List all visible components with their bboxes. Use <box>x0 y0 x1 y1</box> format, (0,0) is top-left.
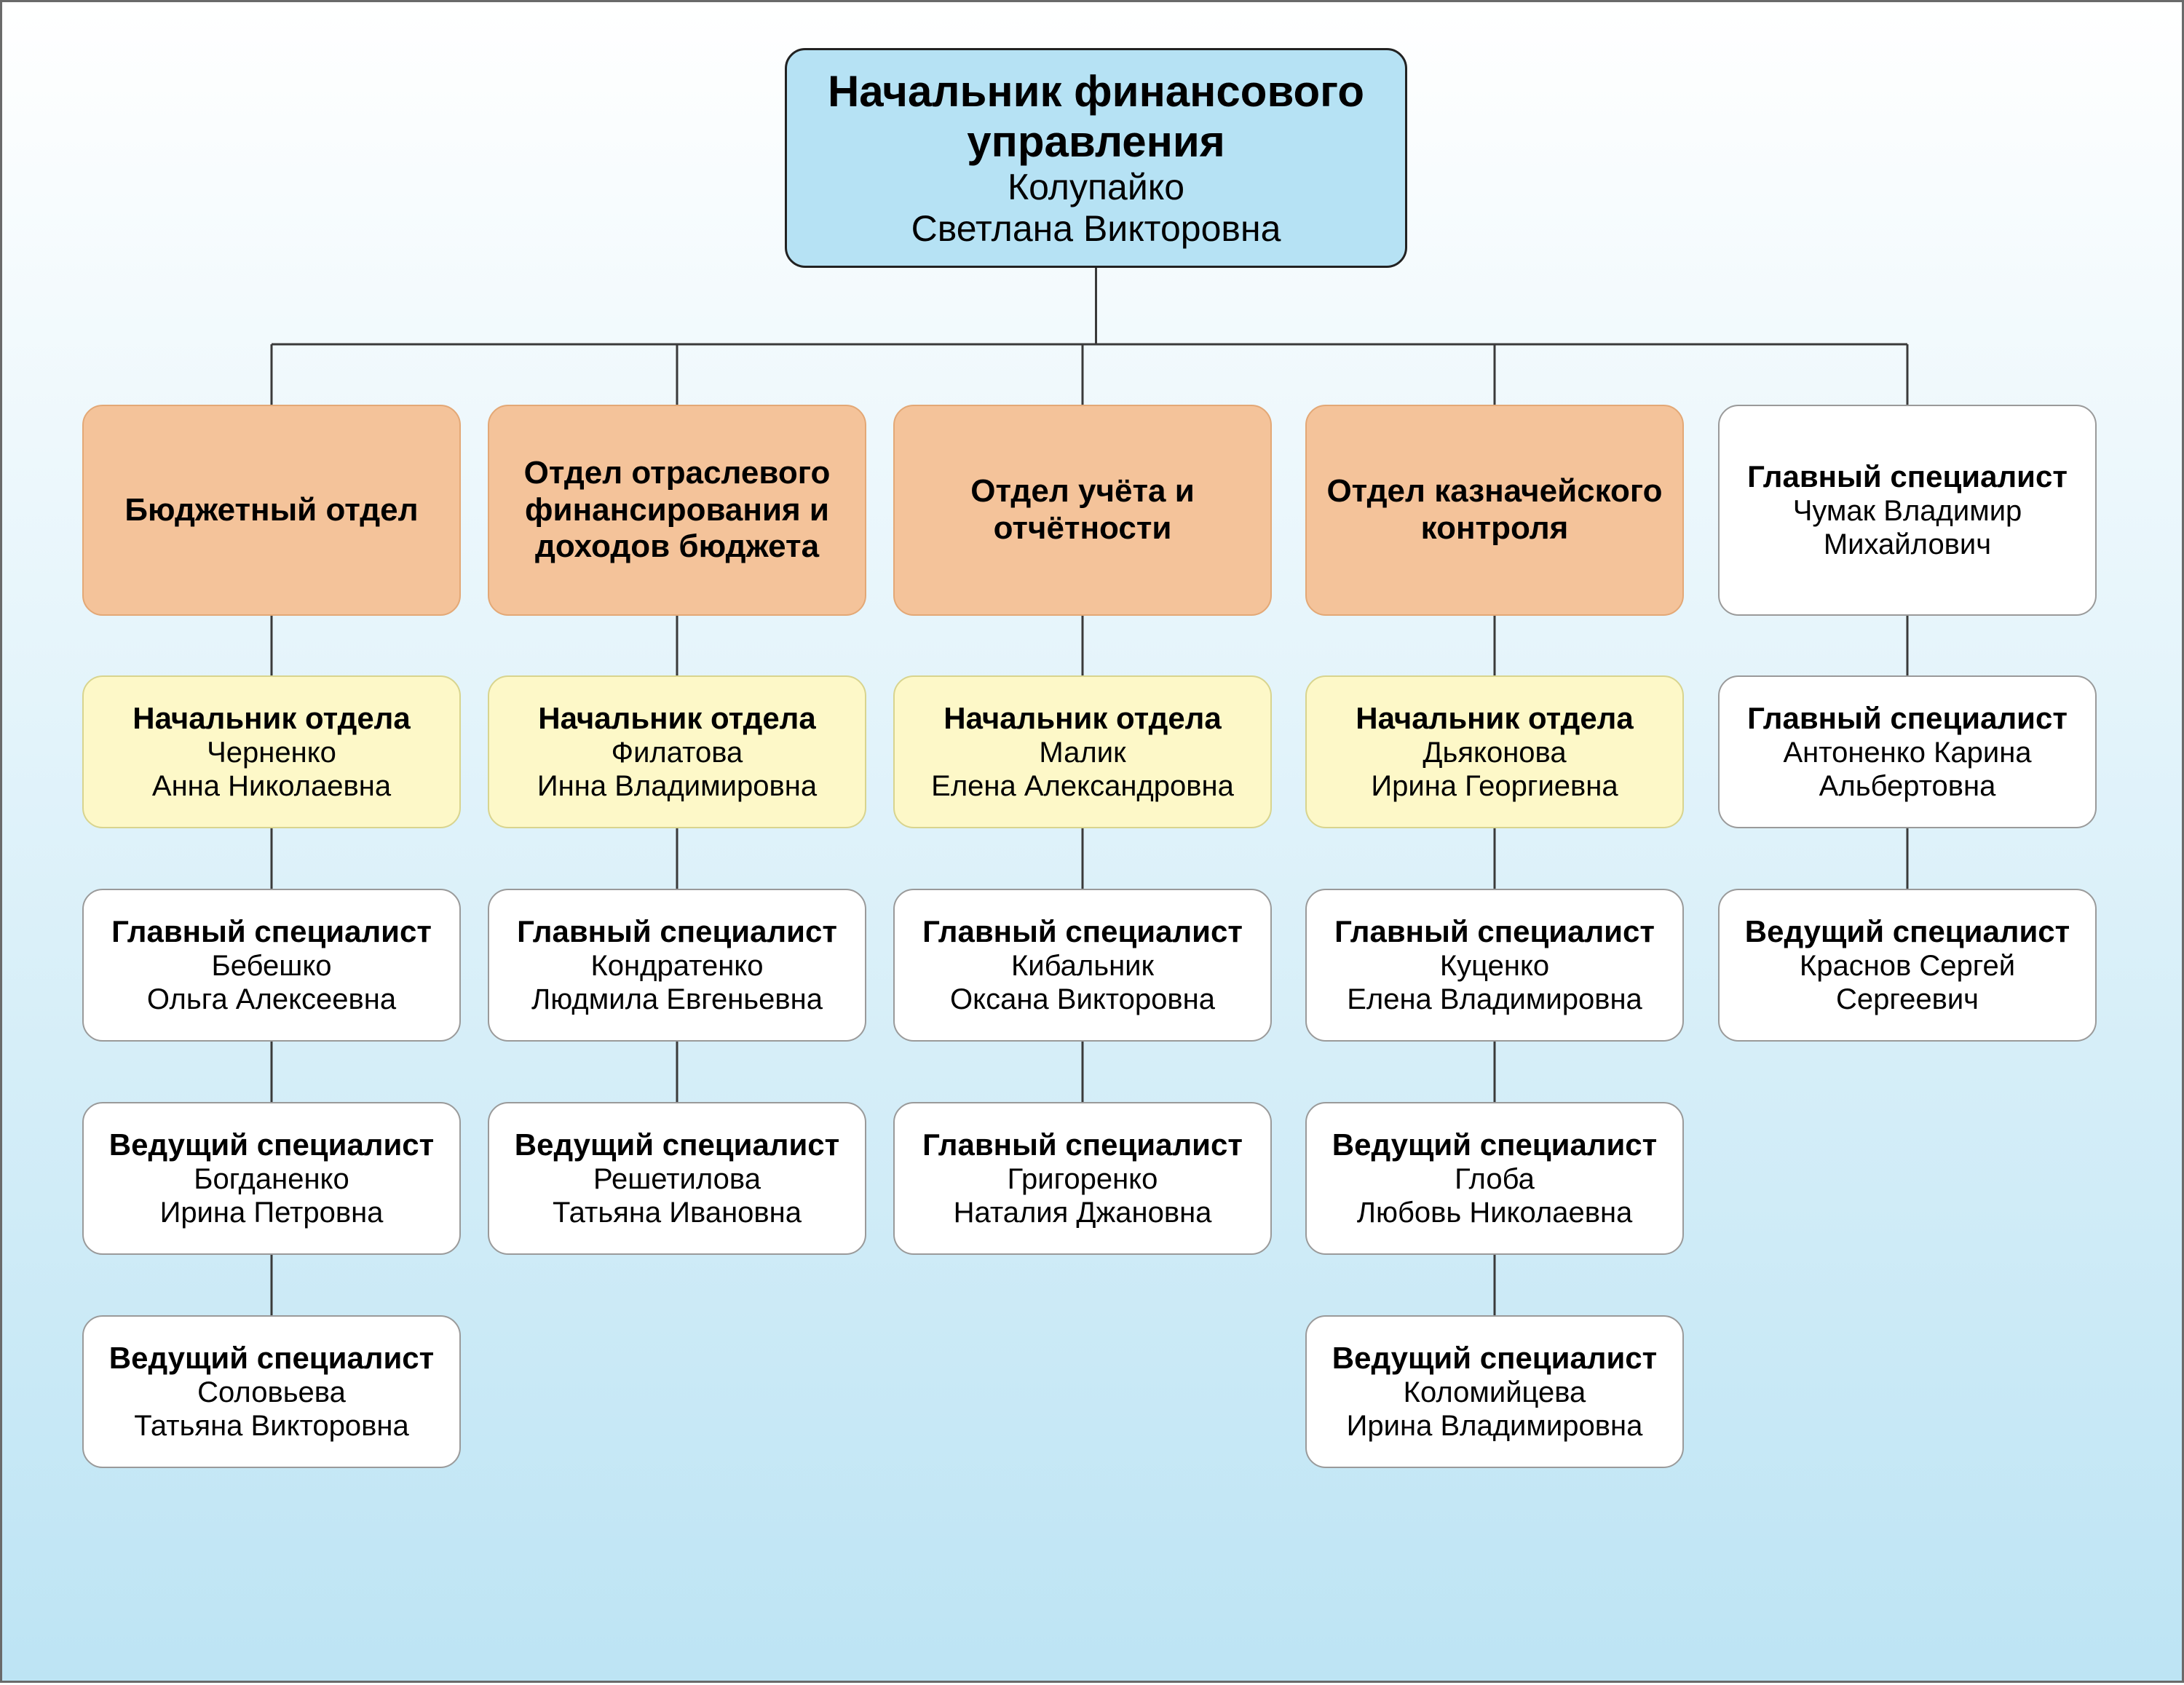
dept-0-member-0: Главный специалистБебешко Ольга Алексеев… <box>82 889 461 1042</box>
dept-2: Отдел учёта и отчётности <box>893 405 1272 616</box>
dept-1: Отдел отраслевого финансирования и доход… <box>488 405 866 616</box>
dept-1-member-0: Главный специалистКондратенко Людмила Ев… <box>488 889 866 1042</box>
dept-2-head-title: Начальник отдела <box>943 701 1221 736</box>
org-chart-canvas: Начальник финансового управленияКолупайк… <box>0 0 2184 1683</box>
dept-2-head-name: Малик Елена Александровна <box>931 736 1234 803</box>
dept-0-member-1: Ведущий специалистБогданенко Ирина Петро… <box>82 1102 461 1255</box>
dept-1-member-1-name: Решетилова Татьяна Ивановна <box>553 1162 802 1229</box>
specialist-0-title: Главный специалист <box>1747 459 2068 494</box>
dept-3-member-0: Главный специалистКуценко Елена Владимир… <box>1305 889 1684 1042</box>
dept-3-member-2-name: Коломийцева Ирина Владимировна <box>1347 1376 1643 1443</box>
specialist-2: Ведущий специалистКраснов Сергей Сергеев… <box>1718 889 2097 1042</box>
dept-3-member-2: Ведущий специалистКоломийцева Ирина Влад… <box>1305 1315 1684 1468</box>
dept-2-member-1-title: Главный специалист <box>922 1127 1243 1162</box>
dept-0-member-2-name: Соловьева Татьяна Викторовна <box>134 1376 408 1443</box>
dept-2-member-0-name: Кибальник Оксана Викторовна <box>950 949 1215 1016</box>
specialist-0-name: Чумак Владимир Михайлович <box>1793 494 2022 561</box>
dept-0-member-0-name: Бебешко Ольга Алексеевна <box>147 949 396 1016</box>
dept-2-head: Начальник отделаМалик Елена Александровн… <box>893 675 1272 828</box>
dept-0: Бюджетный отдел <box>82 405 461 616</box>
dept-1-member-0-title: Главный специалист <box>517 914 837 949</box>
specialist-1: Главный специалистАнтоненко Карина Альбе… <box>1718 675 2097 828</box>
specialist-2-name: Краснов Сергей Сергеевич <box>1800 949 2015 1016</box>
dept-0-member-0-title: Главный специалист <box>111 914 432 949</box>
root-node-title: Начальник финансового управления <box>796 66 1396 167</box>
dept-0-member-2: Ведущий специалистСоловьева Татьяна Викт… <box>82 1315 461 1468</box>
dept-3: Отдел казначейского контроля <box>1305 405 1684 616</box>
dept-0-head-name: Черненко Анна Николаевна <box>152 736 391 803</box>
root-node: Начальник финансового управленияКолупайк… <box>785 48 1407 268</box>
dept-3-member-1: Ведущий специалистГлоба Любовь Николаевн… <box>1305 1102 1684 1255</box>
dept-3-head-name: Дьяконова Ирина Георгиевна <box>1371 736 1618 803</box>
dept-0-title: Бюджетный отдел <box>124 492 418 529</box>
dept-2-member-0: Главный специалистКибальник Оксана Викто… <box>893 889 1272 1042</box>
dept-1-head-title: Начальник отдела <box>538 701 815 736</box>
dept-0-head: Начальник отделаЧерненко Анна Николаевна <box>82 675 461 828</box>
dept-3-member-1-name: Глоба Любовь Николаевна <box>1357 1162 1633 1229</box>
dept-3-head: Начальник отделаДьяконова Ирина Георгиев… <box>1305 675 1684 828</box>
dept-1-member-0-name: Кондратенко Людмила Евгеньевна <box>531 949 823 1016</box>
dept-2-member-1: Главный специалистГригоренко Наталия Джа… <box>893 1102 1272 1255</box>
specialist-1-title: Главный специалист <box>1747 701 2068 736</box>
dept-3-member-2-title: Ведущий специалист <box>1332 1341 1657 1376</box>
dept-3-member-1-title: Ведущий специалист <box>1332 1127 1657 1162</box>
dept-3-head-title: Начальник отдела <box>1356 701 1633 736</box>
specialist-0: Главный специалистЧумак Владимир Михайло… <box>1718 405 2097 616</box>
dept-1-member-1-title: Ведущий специалист <box>515 1127 839 1162</box>
dept-0-head-title: Начальник отдела <box>132 701 410 736</box>
dept-3-title: Отдел казначейского контроля <box>1315 473 1674 547</box>
dept-0-member-1-title: Ведущий специалист <box>109 1127 434 1162</box>
dept-1-head: Начальник отделаФилатова Инна Владимиров… <box>488 675 866 828</box>
dept-0-member-1-name: Богданенко Ирина Петровна <box>160 1162 384 1229</box>
dept-1-head-name: Филатова Инна Владимировна <box>537 736 817 803</box>
dept-2-member-0-title: Главный специалист <box>922 914 1243 949</box>
dept-0-member-2-title: Ведущий специалист <box>109 1341 434 1376</box>
root-node-name: Колупайко Светлана Викторовна <box>911 167 1281 250</box>
specialist-2-title: Ведущий специалист <box>1745 914 2070 949</box>
dept-2-member-1-name: Григоренко Наталия Джановна <box>954 1162 1212 1229</box>
dept-1-title: Отдел отраслевого финансирования и доход… <box>498 455 856 566</box>
dept-2-title: Отдел учёта и отчётности <box>903 473 1262 547</box>
dept-3-member-0-title: Главный специалист <box>1334 914 1655 949</box>
dept-3-member-0-name: Куценко Елена Владимировна <box>1347 949 1642 1016</box>
specialist-1-name: Антоненко Карина Альбертовна <box>1783 736 2031 803</box>
dept-1-member-1: Ведущий специалистРешетилова Татьяна Ива… <box>488 1102 866 1255</box>
